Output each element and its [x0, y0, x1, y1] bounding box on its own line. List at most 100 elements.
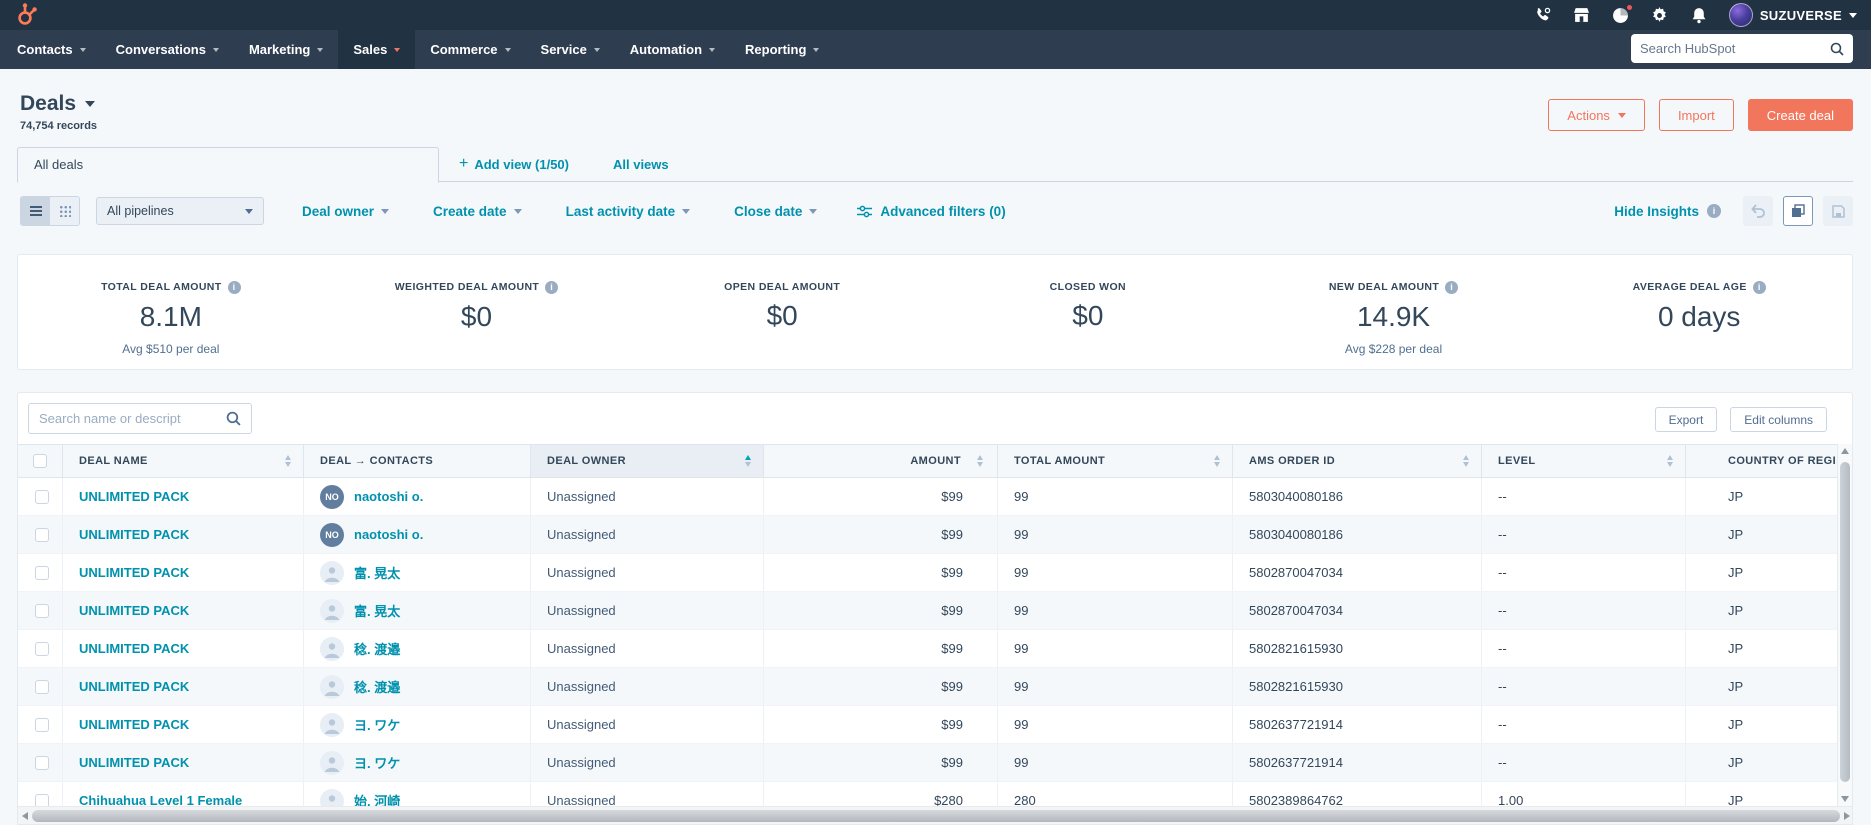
marketplace-icon[interactable] [1573, 6, 1591, 24]
sort-icon[interactable] [1206, 455, 1220, 467]
deals-table: Export Edit columns DEAL NAME DEAL → CON… [17, 392, 1853, 825]
actions-button[interactable]: Actions [1548, 99, 1645, 131]
info-icon[interactable]: i [545, 280, 559, 294]
nav-item-sales[interactable]: Sales [338, 30, 416, 69]
amount-cell: $99 [764, 516, 998, 553]
column-country-of-registration[interactable]: COUNTRY OF REGI [1728, 455, 1837, 467]
all-views-link[interactable]: All views [612, 156, 669, 172]
nav-item-marketing[interactable]: Marketing [234, 30, 338, 69]
vertical-scroll-thumb[interactable] [1840, 462, 1850, 782]
contact-link[interactable]: 始. 河崎 [354, 794, 401, 806]
sort-icon[interactable] [1455, 455, 1469, 467]
scroll-up-icon[interactable] [1841, 448, 1849, 454]
add-view-link[interactable]: + Add view (1/50) [459, 155, 569, 172]
list-view-button[interactable] [21, 197, 50, 225]
nav-item-commerce[interactable]: Commerce [415, 30, 525, 69]
nav-item-conversations[interactable]: Conversations [101, 30, 234, 69]
info-icon[interactable]: i [1707, 204, 1721, 218]
select-all-checkbox[interactable] [33, 454, 47, 468]
deal-name-link[interactable]: UNLIMITED PACK [79, 755, 190, 770]
filter-deal-owner[interactable]: Deal owner [302, 204, 390, 219]
deal-name-link[interactable]: UNLIMITED PACK [79, 603, 190, 618]
row-checkbox[interactable] [35, 565, 49, 580]
scroll-left-icon[interactable] [22, 811, 28, 820]
global-search-input[interactable] [1640, 41, 1824, 56]
row-checkbox[interactable] [35, 679, 49, 694]
pipeline-select[interactable]: All pipelines [96, 197, 264, 225]
row-checkbox[interactable] [35, 527, 49, 542]
scroll-right-icon[interactable] [1844, 811, 1850, 820]
account-menu[interactable]: SUZUVERSE [1728, 3, 1857, 27]
column-level[interactable]: LEVEL [1482, 445, 1686, 477]
column-deal-owner[interactable]: DEAL OWNER [531, 445, 764, 477]
deal-name-link[interactable]: UNLIMITED PACK [79, 717, 190, 732]
info-icon[interactable]: i [227, 280, 241, 294]
search-icon[interactable] [226, 411, 241, 426]
filter-close-date[interactable]: Close date [734, 204, 818, 219]
settings-icon[interactable] [1651, 6, 1669, 24]
row-checkbox[interactable] [35, 755, 49, 770]
deal-name-link[interactable]: UNLIMITED PACK [79, 489, 190, 504]
contact-link[interactable]: ヨ. ワケ [354, 756, 401, 771]
row-checkbox[interactable] [35, 793, 49, 806]
hide-insights-link[interactable]: Hide Insights i [1614, 204, 1721, 219]
row-checkbox[interactable] [35, 717, 49, 732]
search-icon[interactable] [1830, 42, 1844, 56]
contact-link[interactable]: 稔. 渡邉 [354, 642, 401, 657]
deal-name-link[interactable]: UNLIMITED PACK [79, 527, 190, 542]
sort-icon[interactable] [277, 455, 291, 467]
calling-icon[interactable] [1534, 6, 1552, 24]
undo-button[interactable] [1743, 196, 1773, 226]
edit-columns-button[interactable]: Edit columns [1730, 407, 1827, 432]
horizontal-scroll-thumb[interactable] [32, 809, 1840, 822]
hubspot-logo-icon[interactable] [12, 2, 40, 30]
table-search-input[interactable] [39, 411, 218, 426]
advanced-filters-link[interactable]: Advanced filters (0) [857, 204, 1006, 219]
info-icon[interactable]: i [1752, 280, 1766, 294]
nav-item-contacts[interactable]: Contacts [2, 30, 101, 69]
filter-last-activity-date[interactable]: Last activity date [566, 204, 691, 219]
country-cell: JP [1728, 527, 1744, 542]
row-checkbox[interactable] [35, 641, 49, 656]
sort-ascending-icon[interactable] [737, 455, 751, 467]
column-ams-order-id[interactable]: AMS ORDER ID [1233, 445, 1482, 477]
nav-item-reporting[interactable]: Reporting [730, 30, 834, 69]
sort-icon[interactable] [1659, 455, 1673, 467]
contact-link[interactable]: 富. 晃太 [354, 566, 401, 581]
contact-avatar-placeholder-icon [320, 560, 344, 585]
deal-name-link[interactable]: UNLIMITED PACK [79, 641, 190, 656]
sort-icon[interactable] [969, 455, 983, 467]
notifications-icon[interactable] [1690, 6, 1708, 24]
column-amount[interactable]: AMOUNT [764, 445, 998, 477]
contact-link[interactable]: ヨ. ワケ [354, 718, 401, 733]
column-deal-contacts[interactable]: DEAL → CONTACTS [304, 445, 531, 477]
horizontal-scrollbar[interactable] [18, 806, 1852, 824]
create-deal-button[interactable]: Create deal [1747, 99, 1853, 131]
save-view-button[interactable] [1823, 196, 1853, 226]
row-checkbox[interactable] [35, 489, 49, 504]
import-button[interactable]: Import [1658, 99, 1734, 131]
nav-item-service[interactable]: Service [526, 30, 615, 69]
help-icon[interactable] [1612, 4, 1633, 24]
column-deal-name[interactable]: DEAL NAME [63, 445, 304, 477]
info-icon[interactable]: i [1445, 280, 1459, 294]
contact-link[interactable]: naotoshi o. [354, 489, 424, 504]
filter-create-date[interactable]: Create date [433, 204, 522, 219]
column-total-amount[interactable]: TOTAL AMOUNT [998, 445, 1233, 477]
row-checkbox-cell [18, 782, 63, 806]
vertical-scrollbar[interactable] [1837, 444, 1852, 806]
tab-all-deals[interactable]: All deals [17, 146, 439, 183]
scroll-down-icon[interactable] [1841, 796, 1849, 802]
deal-name-link[interactable]: UNLIMITED PACK [79, 565, 190, 580]
copy-view-button[interactable] [1783, 196, 1813, 226]
nav-item-automation[interactable]: Automation [615, 30, 730, 69]
page-title-dropdown-icon[interactable] [85, 101, 96, 107]
export-button[interactable]: Export [1654, 407, 1718, 432]
contact-link[interactable]: 富. 晃太 [354, 604, 401, 619]
deal-name-link[interactable]: Chihuahua Level 1 Female [79, 793, 243, 806]
contact-link[interactable]: 稔. 渡邉 [354, 680, 401, 695]
row-checkbox[interactable] [35, 603, 49, 618]
deal-name-link[interactable]: UNLIMITED PACK [79, 679, 190, 694]
board-view-button[interactable] [50, 197, 79, 225]
contact-link[interactable]: naotoshi o. [354, 527, 424, 542]
